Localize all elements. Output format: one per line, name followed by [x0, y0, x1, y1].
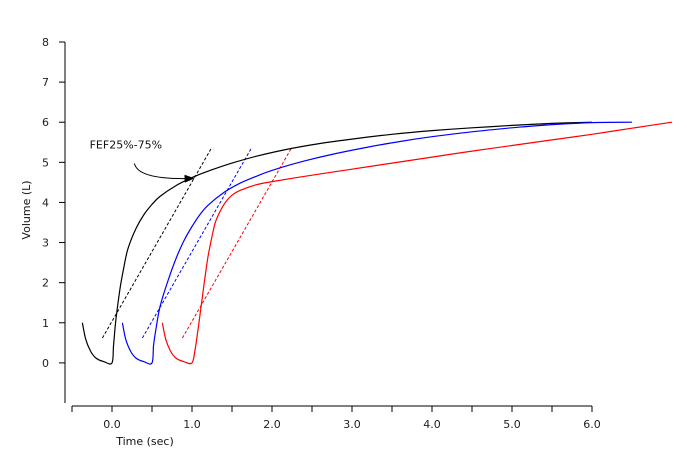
y-tick-label: 4 — [42, 196, 49, 209]
series-lines — [81, 121, 673, 365]
obstructed-fef-line — [181, 146, 293, 339]
series-normal — [81, 121, 593, 365]
series-mild — [121, 121, 633, 365]
y-tick-label: 2 — [42, 277, 49, 290]
series-obstructed — [161, 121, 673, 365]
x-tick-label: 6.0 — [583, 418, 601, 431]
axes: 0.0 1.0 2.0 3.0 4.0 5.0 6.0 0 1 2 3 4 5 6 7 8 — [42, 36, 601, 431]
y-tick-label: 0 — [42, 357, 49, 370]
x-tick-label: 0.0 — [103, 418, 121, 431]
y-tick-label: 5 — [42, 156, 49, 169]
y-axis-title: Volume (L) — [20, 180, 33, 239]
y-tick-label: 6 — [42, 116, 49, 129]
y-tick-label: 3 — [42, 237, 49, 250]
x-tick-label: 4.0 — [423, 418, 441, 431]
y-tick-label: 8 — [42, 36, 49, 49]
annotation-label: FEF25%-75% — [90, 138, 162, 151]
y-tick-label: 1 — [42, 317, 49, 330]
x-tick-label: 1.0 — [183, 418, 201, 431]
fef-annotation: FEF25%-75% — [90, 138, 195, 183]
x-tick-label: 2.0 — [263, 418, 281, 431]
x-axis-title: Time (sec) — [115, 435, 174, 448]
normal-fef-line — [101, 146, 213, 339]
x-tick-label: 5.0 — [503, 418, 521, 431]
y-tick-label: 7 — [42, 76, 49, 89]
annotation-arrow — [133, 163, 195, 183]
x-tick-label: 3.0 — [343, 418, 361, 431]
